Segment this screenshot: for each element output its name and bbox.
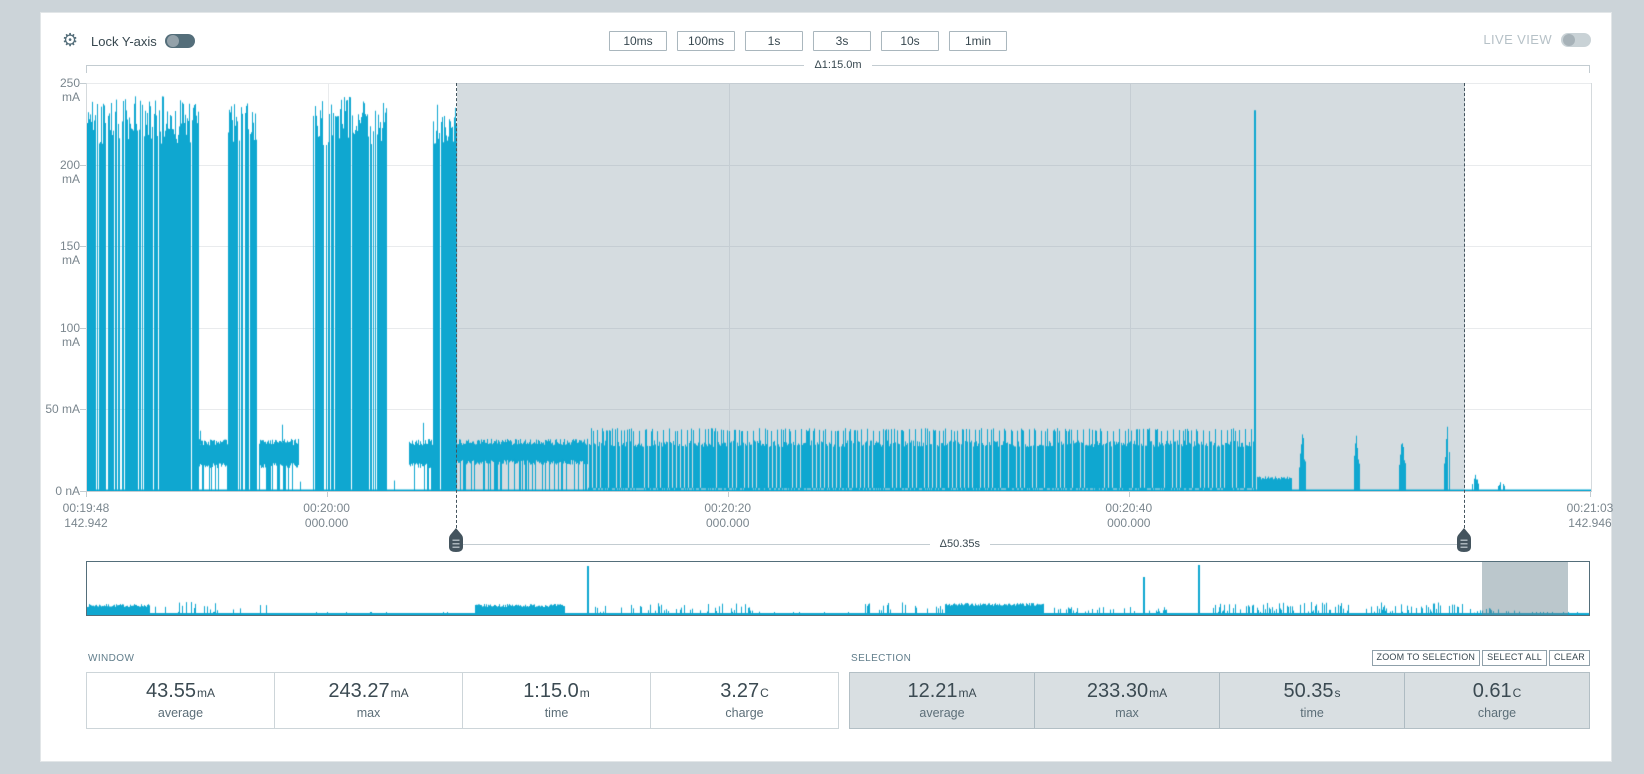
window-stats: 43.55mA average 243.27mA max 1:15.0m tim…	[86, 672, 839, 729]
select-all-button[interactable]: SELECT ALL	[1482, 650, 1547, 666]
y-axis-tick	[80, 327, 86, 329]
current-trace-canvas[interactable]	[87, 83, 1591, 491]
ruler-end-tick	[1589, 65, 1590, 73]
y-axis-tick	[80, 491, 86, 492]
x-axis-tick	[727, 491, 729, 497]
live-view-control: LIVE VIEW	[1483, 32, 1591, 47]
y-axis-tick	[80, 246, 86, 248]
stat-selection-charge: 0.61C charge	[1472, 680, 1522, 720]
main-chart	[86, 83, 1592, 492]
zoom-to-selection-button[interactable]: ZOOM TO SELECTION	[1371, 650, 1481, 666]
selection-stats: 12.21mA average 233.30mA max 50.35s time…	[849, 672, 1590, 729]
minimap[interactable]	[86, 561, 1590, 616]
y-axis-tick	[80, 164, 86, 166]
time-window-button-group: 10ms 100ms 1s 3s 10s 1min	[608, 31, 1008, 51]
selection-duration-ruler: Δ50.35s	[456, 538, 1464, 550]
selection-left-boundary	[455, 83, 457, 528]
time-window-button-1min[interactable]: 1min	[949, 31, 1008, 51]
time-window-button-1s[interactable]: 1s	[745, 31, 804, 51]
selection-section-label: SELECTION	[851, 653, 912, 664]
minimap-trace-canvas	[87, 562, 1589, 615]
x-axis-tick-label: 00:20:20 000.000	[704, 501, 752, 530]
ruler-end-tick	[86, 65, 87, 73]
toggle-knob	[1563, 33, 1575, 46]
time-window-button-3s[interactable]: 3s	[813, 31, 872, 51]
stat-window-average: 43.55mA average	[87, 673, 275, 728]
minimap-selection-box[interactable]	[1482, 562, 1568, 615]
stat-selection-max: 233.30mA max	[1035, 673, 1220, 728]
toggle-knob	[167, 35, 179, 47]
stat-window-charge: 3.27C charge	[720, 680, 769, 720]
stat-selection-average: 12.21mA average	[850, 673, 1035, 728]
window-duration-label: Δ1:15.0m	[814, 59, 862, 71]
y-axis-tick-label: 150 mA	[59, 239, 80, 268]
time-window-button-10ms[interactable]: 10ms	[608, 31, 667, 51]
window-duration-ruler: Δ1:15.0m	[86, 59, 1590, 71]
x-axis-tick-label: 00:20:00 000.000	[303, 501, 350, 530]
clear-selection-button[interactable]: CLEAR	[1548, 650, 1590, 666]
y-axis-tick-label: 250 mA	[59, 76, 80, 104]
selection-left-handle[interactable]	[448, 528, 463, 552]
x-axis-tick-label: 00:19:48 142.942	[62, 501, 110, 530]
profiler-panel: ⚙ Lock Y-axis 10ms 100ms 1s 3s 10s 1min …	[40, 12, 1614, 762]
y-axis-tick-label: 100 mA	[59, 320, 80, 349]
selection-actions: ZOOM TO SELECTION SELECT ALL CLEAR	[1371, 650, 1590, 666]
settings-gear-icon[interactable]: ⚙	[62, 30, 79, 50]
x-axis-tick	[86, 491, 87, 497]
y-axis-tick-label: 50 mA	[45, 402, 80, 417]
lock-y-axis-toggle[interactable]	[165, 34, 195, 48]
drag-handle-icon	[448, 528, 463, 552]
selection-right-handle[interactable]	[1456, 528, 1471, 552]
stat-selection-time: 50.35s time	[1220, 673, 1405, 728]
x-axis-tick	[326, 491, 328, 497]
window-section-label: WINDOW	[88, 653, 135, 664]
live-view-toggle[interactable]	[1561, 32, 1591, 47]
live-view-label: LIVE VIEW	[1483, 32, 1552, 47]
x-axis-tick-label: 00:21:03 142.946	[1566, 501, 1614, 530]
x-axis-tick	[1128, 491, 1130, 497]
selection-right-boundary	[1463, 83, 1465, 528]
x-axis-tick-label: 00:20:40 000.000	[1105, 501, 1153, 530]
stat-window-time: 1:15.0m time	[463, 673, 651, 728]
time-window-button-10s[interactable]: 10s	[881, 31, 940, 51]
y-axis-tick-label: 200 mA	[59, 157, 80, 186]
y-axis-tick	[80, 83, 86, 84]
y-axis-tick	[80, 409, 86, 411]
selection-duration-label: Δ50.35s	[939, 538, 980, 550]
x-axis-tick	[1590, 491, 1591, 497]
time-window-button-100ms[interactable]: 100ms	[676, 31, 736, 51]
lock-y-axis-label: Lock Y-axis	[91, 34, 157, 49]
drag-handle-icon	[1456, 528, 1471, 552]
stat-window-max: 243.27mA max	[275, 673, 463, 728]
y-axis-tick-label: 0 nA	[55, 484, 80, 498]
